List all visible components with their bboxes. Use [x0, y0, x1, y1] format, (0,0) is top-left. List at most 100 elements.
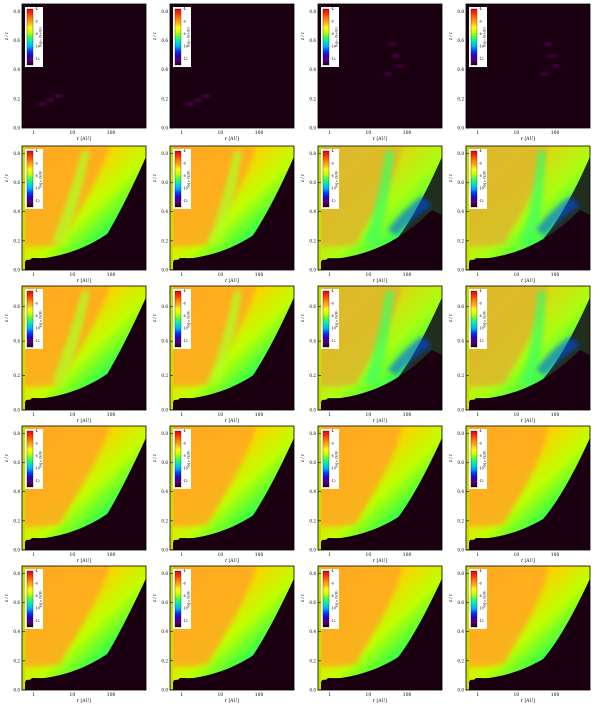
x-tick-label: 1	[32, 692, 35, 698]
y-axis-label: z / r	[300, 32, 305, 40]
colorbar-tick-label: -10	[35, 327, 40, 331]
y-tick-label: 0.4	[309, 67, 316, 72]
panel-r5-c2: 1 10 100 r [AU] 0.0 0.2 0.4 0.6 0.8 z / r -4 -6 -8 -1…	[152, 565, 295, 704]
y-tick-label: 0.4	[161, 489, 168, 494]
colorbar: -4 -6 -8 -10 -12 log₁₀ (S/H)	[321, 429, 339, 489]
colorbar-tick-label: -4	[479, 289, 482, 293]
y-tick-label: 0.0	[13, 688, 20, 693]
y-axis-label: z / r	[4, 594, 9, 602]
colorbar-tick-label: -8	[479, 32, 482, 36]
y-tick-label: 0.8	[13, 151, 20, 156]
colorbar-tick-label: -6	[35, 582, 38, 586]
colorbar-tick-label: -6	[35, 20, 38, 24]
y-tick-label: 0.2	[457, 658, 464, 663]
colorbar-tick-label: -10	[35, 467, 40, 471]
x-tick-label: 100	[107, 412, 116, 418]
y-tick-label: 0.2	[309, 238, 316, 243]
y-tick-label: 0.6	[457, 600, 464, 605]
x-axis-label: r [AU]	[225, 136, 239, 142]
colorbar-tick-label: -4	[479, 7, 482, 11]
x-tick-label: 100	[551, 130, 560, 136]
x-tick-label: 100	[551, 552, 560, 558]
y-tick-label: 0.0	[161, 126, 168, 131]
colorbar-label: log₁₀ (S/H)	[483, 450, 487, 467]
y-tick-label: 0.6	[457, 460, 464, 465]
colorbar-label: log₁₀ (S/H)	[39, 310, 43, 327]
colorbar-tick-label: -8	[479, 594, 482, 598]
colorbar-label: log₁₀ (S/H)	[483, 170, 487, 187]
colorbar: -4 -6 -8 -10 -12 log₁₀ (S/H)	[25, 149, 43, 209]
x-tick-label: 10	[217, 692, 223, 698]
y-tick-label: 0.6	[13, 180, 20, 185]
colorbar: -4 -6 -8 -10 -12 log₁₀ (S/H)	[469, 289, 487, 349]
colorbar-tick-label: -12	[479, 199, 484, 203]
y-axis-label: z / r	[300, 594, 305, 602]
panel-r2-c3: 1 10 100 r [AU] 0.0 0.2 0.4 0.6 0.8 z / r -4 -6 -8 -1…	[300, 145, 443, 284]
y-axis-label: z / r	[4, 32, 9, 40]
colorbar: -4 -6 -8 -10 -12 log₁₀ (S/H)	[173, 429, 191, 489]
plot-frame	[317, 145, 443, 271]
y-tick-label: 0.6	[161, 38, 168, 43]
plot-frame	[317, 565, 443, 691]
y-tick-label: 0.0	[457, 688, 464, 693]
colorbar-label: log₁₀ (S/H)	[187, 450, 191, 467]
colorbar-label: log₁₀ (S+/H)	[187, 27, 191, 47]
colorbar-tick-label: -6	[331, 20, 334, 24]
colorbar-tick-label: -4	[183, 569, 186, 573]
panel-r1-c1: 1 10 100 r [AU] 0.0 0.2 0.4 0.6 0.8 z / r -4 -6 -8 -1…	[4, 3, 147, 142]
x-tick-label: 1	[476, 272, 479, 278]
colorbar-tick-label: -8	[331, 174, 334, 178]
colorbar-tick-label: -8	[183, 594, 186, 598]
y-tick-label: 0.6	[309, 600, 316, 605]
y-tick-label: 0.4	[161, 67, 168, 72]
colorbar-tick-label: -10	[331, 187, 336, 191]
colorbar-label: log₁₀ (S+/H)	[483, 27, 487, 47]
x-tick-label: 1	[180, 692, 183, 698]
panel-r1-c4: 1 10 100 r [AU] 0.0 0.2 0.4 0.6 0.8 z / r -4 -6 -8 -1…	[448, 3, 591, 142]
x-tick-label: 100	[403, 552, 412, 558]
x-tick-label: 10	[365, 412, 371, 418]
colorbar-tick-label: -12	[479, 479, 484, 483]
y-tick-label: 0.0	[457, 548, 464, 553]
y-axis-label: z / r	[152, 174, 157, 182]
plot-frame	[465, 145, 591, 271]
x-axis-label: r [AU]	[77, 136, 91, 142]
colorbar-tick-label: -10	[331, 467, 336, 471]
y-tick-label: 0.0	[13, 126, 20, 131]
y-tick-label: 0.6	[457, 180, 464, 185]
y-tick-label: 0.2	[309, 518, 316, 523]
colorbar-tick-label: -12	[331, 479, 336, 483]
x-axis-label: r [AU]	[77, 698, 91, 704]
colorbar-tick-label: -6	[479, 582, 482, 586]
colorbar-tick-label: -12	[35, 619, 40, 623]
y-tick-label: 0.4	[457, 489, 464, 494]
colorbar-tick-label: -10	[331, 45, 336, 49]
y-tick-label: 0.2	[161, 238, 168, 243]
colorbar-tick-label: -12	[479, 619, 484, 623]
colorbar-tick-label: -8	[331, 32, 334, 36]
y-tick-label: 0.8	[161, 571, 168, 576]
colorbar-tick-label: -6	[331, 582, 334, 586]
y-tick-label: 0.0	[13, 268, 20, 273]
x-axis-label: r [AU]	[521, 698, 535, 704]
y-tick-label: 0.0	[161, 548, 168, 553]
plot-frame	[317, 3, 443, 129]
y-tick-label: 0.4	[309, 489, 316, 494]
colorbar: -4 -6 -8 -10 -12 log₁₀ (S/H)	[25, 289, 43, 349]
colorbar-tick-label: -8	[183, 454, 186, 458]
x-tick-label: 1	[328, 130, 331, 136]
colorbar: -4 -6 -8 -10 -12 log₁₀ (S/H)	[469, 569, 487, 629]
x-tick-label: 1	[32, 272, 35, 278]
y-tick-label: 0.2	[309, 96, 316, 101]
x-tick-label: 100	[255, 272, 264, 278]
colorbar-tick-label: -12	[35, 479, 40, 483]
colorbar-tick-label: -10	[479, 467, 484, 471]
colorbar-tick-label: -8	[479, 314, 482, 318]
y-tick-label: 0.2	[13, 658, 20, 663]
y-tick-label: 0.2	[457, 373, 464, 378]
x-axis-label: r [AU]	[373, 418, 387, 424]
colorbar: -4 -6 -8 -10 -12 log₁₀ (S/H)	[25, 569, 43, 629]
y-axis-label: z / r	[448, 32, 453, 40]
colorbar-tick-label: -10	[183, 327, 188, 331]
colorbar-tick-label: -4	[183, 429, 186, 433]
